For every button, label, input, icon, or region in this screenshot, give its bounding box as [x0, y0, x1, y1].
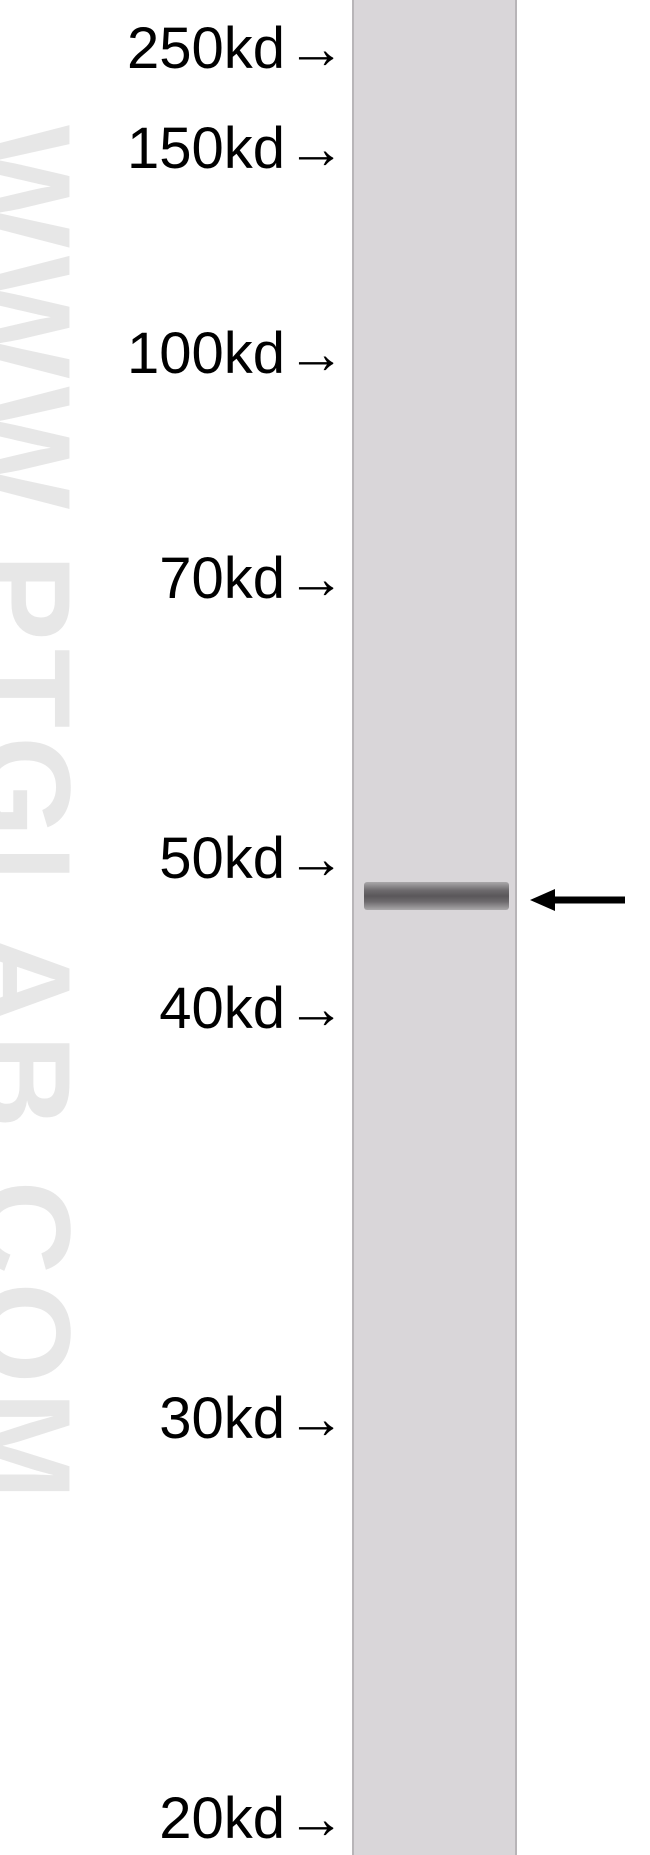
marker-arrow-glyph: → [287, 20, 345, 78]
marker-label-text: 20kd [159, 1786, 285, 1851]
marker-arrow-glyph: → [287, 980, 345, 1038]
marker-150kd: 150kd→ [127, 120, 345, 178]
marker-arrow-glyph: → [287, 120, 345, 178]
western-blot-figure: WWW.PTGLAB.COM 250kd→ 150kd→ 100kd→ 70kd… [0, 0, 650, 1855]
marker-100kd: 100kd→ [127, 325, 345, 383]
marker-label-text: 100kd [127, 321, 285, 386]
marker-30kd: 30kd→ [159, 1390, 345, 1448]
marker-label-text: 50kd [159, 826, 285, 891]
marker-label-text: 30kd [159, 1386, 285, 1451]
marker-arrow-glyph: → [287, 1790, 345, 1848]
marker-40kd: 40kd→ [159, 980, 345, 1038]
marker-label-text: 40kd [159, 976, 285, 1041]
marker-70kd: 70kd→ [159, 550, 345, 608]
marker-50kd: 50kd→ [159, 830, 345, 888]
watermark-text: WWW.PTGLAB.COM [0, 125, 100, 1508]
band-indicator-arrow [530, 885, 630, 915]
marker-label-text: 150kd [127, 116, 285, 181]
marker-label-text: 70kd [159, 546, 285, 611]
marker-label-text: 250kd [127, 16, 285, 81]
marker-arrow-glyph: → [287, 325, 345, 383]
marker-20kd: 20kd→ [159, 1790, 345, 1848]
blot-lane [352, 0, 517, 1855]
marker-arrow-glyph: → [287, 830, 345, 888]
marker-arrow-glyph: → [287, 550, 345, 608]
protein-band [364, 882, 509, 910]
marker-250kd: 250kd→ [127, 20, 345, 78]
marker-arrow-glyph: → [287, 1390, 345, 1448]
